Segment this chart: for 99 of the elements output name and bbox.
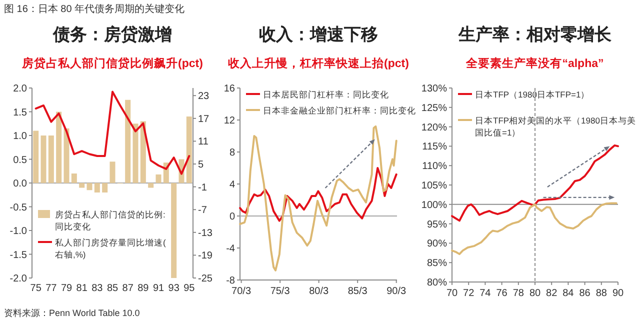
chart-subtitle: 房贷占私人部门信贷比例飙升(pct) (21, 56, 204, 70)
bar (186, 116, 192, 183)
y2-tick-label: -25 (198, 274, 213, 284)
x-tick-label: 88 (596, 288, 608, 299)
x-tick-label: 93 (168, 283, 180, 294)
x-tick-label: 84 (562, 288, 574, 299)
x-tick-label: 95 (184, 283, 196, 294)
x-tick-label: 70/3 (232, 286, 252, 297)
y2-tick-label: 23 (198, 91, 210, 102)
y-tick-label: 90% (426, 238, 448, 250)
bar (33, 130, 39, 183)
y-tick-label: -1.0 (10, 226, 28, 237)
x-tick-label: 80/3 (309, 286, 329, 297)
x-tick-label: 83 (92, 283, 104, 294)
line-series (239, 167, 398, 222)
y-tick-label: -0.5 (10, 202, 28, 214)
bar (148, 183, 154, 188)
x-tick-label: 85 (106, 283, 118, 294)
x-tick-label: 86 (579, 288, 591, 299)
bar (79, 183, 85, 188)
bar (64, 128, 70, 183)
legend-label: 私人部门房贷存量同比增速(右轴,%) (55, 238, 166, 260)
y-tick-label: 0.5 (13, 154, 28, 166)
chart-title: 生产率：相对零增长 (458, 25, 612, 44)
y-tick-label: 80% (426, 278, 448, 288)
y-tick-label: 1.0 (13, 131, 28, 142)
y-tick-label: -8 (226, 276, 236, 286)
bar (94, 183, 100, 192)
x-tick-label: 75/3 (270, 286, 290, 297)
y-tick-label: 12 (224, 116, 236, 126)
line-series (239, 125, 398, 272)
y-tick-label: -2.0 (10, 274, 28, 284)
legend-label: 日本TFP（1980日本TFP=1） (475, 90, 590, 100)
y-tick-label: 95% (426, 219, 448, 230)
legend-label: 日本居民部门杠杆率：同比变化 (263, 90, 389, 100)
legend-label: 房贷占私人部门信贷的比例:同比变化 (55, 210, 166, 232)
line-series (451, 202, 618, 256)
y2-tick-label: 5 (198, 160, 204, 170)
bar (56, 112, 62, 183)
y-tick-label: 0.0 (13, 178, 28, 190)
y2-tick-label: 11 (198, 136, 209, 148)
x-tick-label: 79 (60, 283, 72, 294)
x-tick-label: 82 (546, 288, 558, 299)
bar (40, 136, 46, 183)
x-tick-label: 85/3 (348, 286, 368, 297)
y-tick-label: 100% (421, 200, 448, 211)
y-tick-label: 0 (229, 212, 236, 222)
bar (125, 100, 131, 183)
caption: 图 16：日本 80 年代债务周期的关键变化 (4, 3, 185, 15)
y2-tick-label: -1 (198, 182, 208, 194)
line-series (34, 90, 190, 175)
bar (171, 183, 177, 278)
line-series (451, 144, 619, 222)
y-tick-label: 85% (426, 258, 448, 270)
x-tick-label: 75 (30, 283, 42, 294)
x-tick-label: 89 (138, 283, 150, 294)
chart-title: 收入：增速下移 (259, 25, 378, 44)
bar (48, 136, 54, 183)
y-tick-label: -1.5 (10, 250, 28, 261)
y-tick-label: 1.5 (13, 107, 28, 118)
bar (110, 162, 116, 183)
y-tick-label: 110% (422, 161, 448, 172)
y-tick-label: -4 (226, 244, 236, 254)
bar (156, 174, 162, 183)
bar (86, 183, 92, 190)
legend-label: 日本非金融企业部门杠杆率：同比变化 (263, 106, 416, 116)
x-tick-label: 70 (446, 288, 458, 299)
y-tick-label: 8 (229, 148, 236, 158)
x-tick-label: 77 (46, 283, 58, 294)
y2-tick-label: -7 (198, 205, 208, 216)
x-tick-label: 91 (152, 283, 164, 294)
y-tick-label: 120% (421, 122, 448, 134)
y-tick-label: 105% (421, 180, 448, 192)
y2-tick-label: -13 (198, 228, 213, 239)
y-tick-label: 115% (422, 142, 448, 153)
chart-title: 债务：房贷激增 (52, 25, 172, 44)
y-tick-label: 2.0 (13, 84, 28, 94)
x-tick-label: 74 (480, 288, 492, 299)
y2-tick-label: 17 (198, 114, 210, 125)
y2-tick-label: -19 (198, 250, 213, 262)
chart-subtitle: 收入上升慢，杠杆率快速上抬(pct) (228, 56, 410, 70)
y-tick-label: 130% (421, 84, 448, 94)
legend-label: 日本TFP相对美国的水平（1980日本与美国比值=1） (475, 116, 636, 138)
x-tick-label: 90/3 (386, 286, 407, 297)
chart-subtitle: 全要素生产率没有“alpha” (465, 56, 604, 70)
x-tick-label: 87 (122, 283, 134, 294)
y-tick-label: 125% (421, 102, 448, 114)
x-tick-label: 72 (463, 288, 475, 299)
y-tick-label: 4 (229, 180, 236, 190)
text: 资料来源：Penn World Table 10.0 (4, 308, 140, 318)
x-tick-label: 81 (76, 283, 88, 294)
bar (132, 124, 138, 183)
x-tick-label: 90 (612, 288, 624, 299)
bar (71, 174, 77, 183)
bar (102, 183, 108, 192)
x-tick-label: 76 (496, 288, 508, 299)
x-tick-label: 78 (512, 288, 524, 299)
x-tick-label: 80 (529, 288, 541, 299)
y-tick-label: 16 (224, 84, 236, 94)
